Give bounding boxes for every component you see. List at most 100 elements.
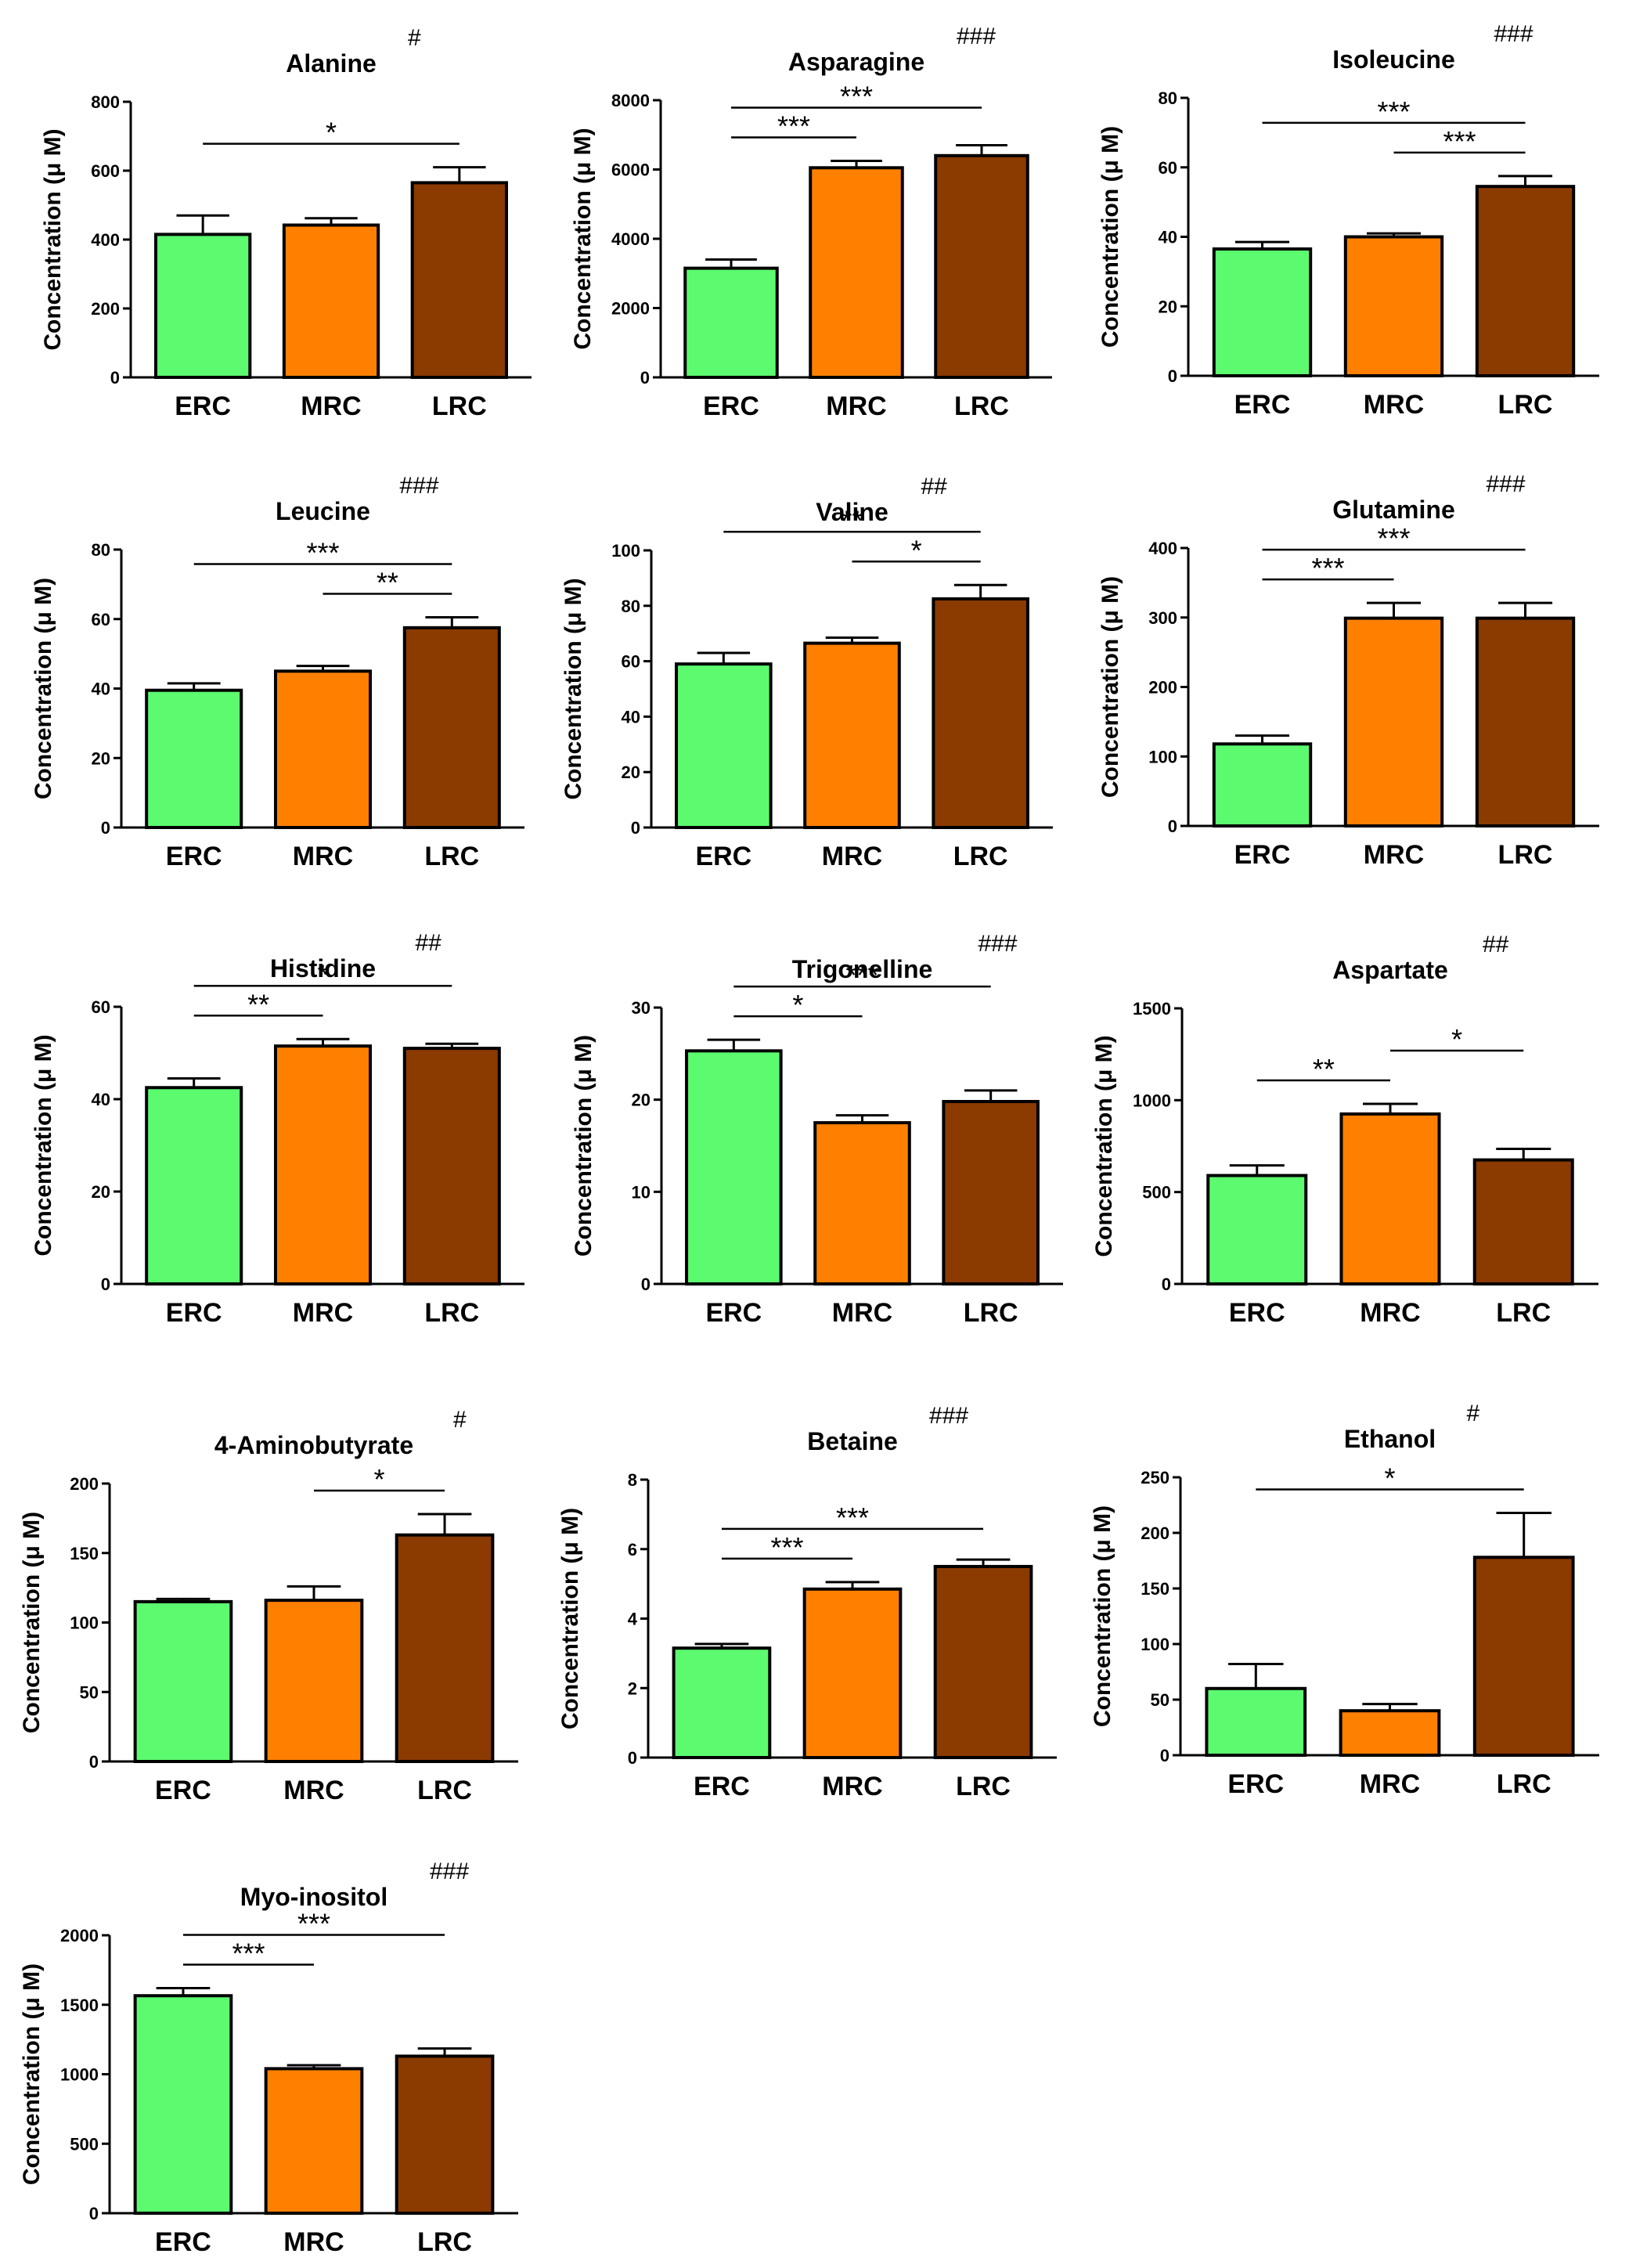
chart-panel-4-aminobutyrate: 4-Aminobutyrate # Concentration (μ M) 0 50 10… bbox=[19, 1407, 518, 1805]
y-tick-label: 80 bbox=[92, 540, 110, 560]
bar-erc bbox=[685, 1049, 783, 1285]
y-tick-label: 0 bbox=[640, 368, 650, 388]
y-tick-label: 4 bbox=[628, 1610, 638, 1629]
y-tick-label: 20 bbox=[1159, 297, 1177, 316]
x-tick-label: ERC bbox=[705, 1298, 762, 1328]
bar-lrc bbox=[402, 626, 501, 829]
bar-lrc bbox=[934, 153, 1029, 380]
x-tick-label: MRC bbox=[832, 1298, 892, 1328]
x-tick-label: LRC bbox=[953, 842, 1008, 871]
y-tick-label: 0 bbox=[1160, 1746, 1169, 1765]
y-axis-label: Concentration (μ M) bbox=[19, 1963, 45, 2185]
x-tick-label: ERC bbox=[703, 391, 759, 421]
x-tick-label: MRC bbox=[1364, 390, 1424, 420]
x-tick-label: LRC bbox=[1498, 390, 1553, 420]
chart-title: 4-Aminobutyrate bbox=[214, 1431, 413, 1459]
x-tick-label: ERC bbox=[166, 1298, 222, 1328]
bar-erc bbox=[1212, 247, 1313, 377]
chart-title: Asparagine bbox=[788, 48, 924, 76]
bar-mrc bbox=[1339, 1112, 1441, 1286]
hash-significance: ### bbox=[1494, 21, 1533, 47]
significance-label: *** bbox=[845, 959, 878, 991]
chart-title: Glutamine bbox=[1332, 496, 1454, 524]
x-tick-label: LRC bbox=[424, 1298, 479, 1328]
bar-mrc bbox=[813, 1121, 911, 1286]
y-tick-label: 200 bbox=[1141, 1523, 1169, 1543]
x-tick-label: ERC bbox=[166, 842, 222, 871]
y-tick-label: 8 bbox=[628, 1470, 637, 1490]
significance-label: * bbox=[911, 534, 922, 566]
y-tick-label: 60 bbox=[92, 997, 110, 1017]
chart-panel-trigonelline: Trigonelline ### Concentration (μ M) 0 10 20 3… bbox=[571, 931, 1063, 1328]
y-tick-label: 6 bbox=[628, 1540, 637, 1559]
significance-label: ** bbox=[377, 567, 398, 599]
x-tick-label: MRC bbox=[301, 391, 361, 421]
significance-label: *** bbox=[306, 537, 339, 569]
x-tick-label: MRC bbox=[283, 2227, 344, 2257]
hash-significance: ## bbox=[1483, 932, 1509, 957]
bar-erc bbox=[133, 1994, 233, 2215]
bar-mrc bbox=[809, 166, 904, 379]
x-tick-label: MRC bbox=[1360, 1298, 1420, 1328]
hash-significance: # bbox=[1467, 1401, 1480, 1426]
x-tick-label: MRC bbox=[822, 1772, 882, 1801]
y-tick-label: 0 bbox=[628, 1748, 637, 1768]
x-tick-label: LRC bbox=[954, 391, 1009, 421]
significance-label: *** bbox=[232, 1937, 265, 1969]
y-tick-label: 200 bbox=[91, 299, 120, 319]
bar-mrc bbox=[264, 2067, 364, 2215]
hash-significance: ## bbox=[921, 474, 948, 499]
hash-significance: # bbox=[408, 25, 421, 51]
x-tick-label: ERC bbox=[155, 1776, 211, 1805]
significance-label: * bbox=[1384, 1462, 1395, 1494]
significance-label: * bbox=[1451, 1023, 1462, 1055]
y-tick-label: 400 bbox=[1148, 539, 1177, 558]
y-tick-label: 6000 bbox=[611, 160, 650, 180]
chart-panel-glutamine: Glutamine ### Concentration (μ M) 0 100 200 30… bbox=[1097, 471, 1599, 870]
significance-label: ** bbox=[247, 988, 269, 1020]
bar-erc bbox=[683, 266, 779, 379]
x-tick-label: MRC bbox=[826, 391, 886, 421]
y-axis-label: Concentration (μ M) bbox=[571, 1035, 596, 1257]
bar-lrc bbox=[1475, 185, 1576, 377]
significance-label: * bbox=[374, 1463, 385, 1495]
y-axis-label: Concentration (μ M) bbox=[19, 1512, 45, 1733]
x-tick-label: LRC bbox=[1498, 840, 1553, 870]
chart-panel-myo-inositol: Myo-inositol ### Concentration (μ M) 0 500 10… bbox=[19, 1859, 518, 2257]
x-tick-label: LRC bbox=[1497, 1769, 1552, 1799]
y-tick-label: 60 bbox=[92, 610, 110, 629]
y-tick-label: 20 bbox=[92, 1182, 110, 1202]
chart-panel-alanine: Alanine # Concentration (μ M) 0 200 400 600 800… bbox=[40, 25, 532, 421]
y-axis-label: Concentration (μ M) bbox=[31, 578, 56, 799]
y-tick-label: 200 bbox=[1148, 678, 1177, 698]
y-tick-label: 0 bbox=[89, 2204, 99, 2223]
y-tick-label: 100 bbox=[1141, 1635, 1169, 1654]
bar-lrc bbox=[933, 1564, 1033, 1759]
x-tick-label: LRC bbox=[956, 1772, 1011, 1801]
y-tick-label: 50 bbox=[80, 1682, 99, 1702]
bar-erc bbox=[154, 233, 252, 379]
y-tick-label: 60 bbox=[1159, 158, 1177, 178]
x-tick-label: LRC bbox=[424, 842, 479, 871]
significance-label: *** bbox=[1443, 125, 1476, 157]
significance-label: *** bbox=[1311, 552, 1344, 584]
chart-title: Histidine bbox=[270, 954, 376, 983]
y-axis-label: Concentration (μ M) bbox=[1090, 1505, 1115, 1727]
chart-title: Betaine bbox=[807, 1427, 898, 1455]
x-tick-label: LRC bbox=[417, 1776, 472, 1805]
bar-lrc bbox=[1472, 1158, 1574, 1285]
y-axis-label: Concentration (μ M) bbox=[1097, 126, 1123, 348]
chart-panel-valine: Valine ## Concentration (μ M) 0 20 40 60 80 100 E… bbox=[560, 474, 1053, 871]
hash-significance: ### bbox=[978, 931, 1018, 957]
chart-panel-isoleucine: Isoleucine ### Concentration (μ M) 0 20 40 60 8… bbox=[1097, 21, 1599, 420]
y-tick-label: 100 bbox=[1148, 747, 1177, 766]
x-tick-label: ERC bbox=[155, 2227, 211, 2257]
bar-mrc bbox=[803, 641, 901, 830]
chart-title: Trigonelline bbox=[792, 955, 933, 983]
bar-erc bbox=[675, 662, 773, 830]
x-tick-label: ERC bbox=[1227, 1769, 1284, 1799]
x-tick-label: MRC bbox=[1360, 1769, 1420, 1799]
bar-erc bbox=[145, 1086, 243, 1285]
bar-mrc bbox=[802, 1587, 903, 1759]
